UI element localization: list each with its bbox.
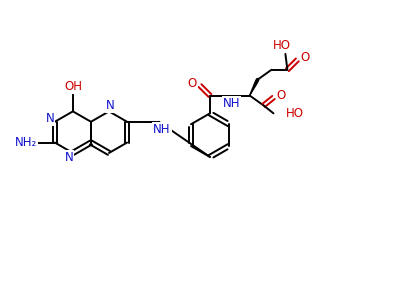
Text: O: O — [188, 77, 197, 90]
Text: NH₂: NH₂ — [15, 136, 37, 149]
Text: N: N — [106, 99, 114, 112]
Text: N: N — [46, 112, 54, 125]
Text: NH: NH — [223, 97, 240, 110]
Text: NH: NH — [153, 123, 170, 136]
Text: N: N — [64, 152, 73, 164]
Text: HO: HO — [286, 107, 304, 120]
Text: O: O — [301, 51, 310, 64]
Text: O: O — [277, 89, 286, 102]
Text: OH: OH — [64, 80, 82, 93]
Text: HO: HO — [272, 40, 290, 52]
